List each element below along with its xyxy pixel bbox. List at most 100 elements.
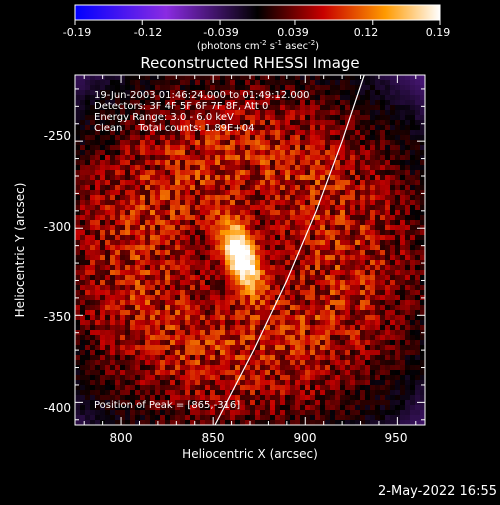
heatmap-cell <box>325 140 331 146</box>
heatmap-cell <box>290 285 296 291</box>
heatmap-cell <box>340 235 346 241</box>
heatmap-cell <box>85 225 91 231</box>
heatmap-cell <box>385 390 391 396</box>
heatmap-cell <box>250 305 256 311</box>
heatmap-cell <box>160 325 166 331</box>
heatmap-cell <box>110 190 116 196</box>
heatmap-cell <box>410 330 416 336</box>
heatmap-cell <box>160 230 166 236</box>
heatmap-cell <box>135 220 141 226</box>
heatmap-cell <box>400 215 406 221</box>
heatmap-cell <box>250 175 256 181</box>
heatmap-cell <box>135 345 141 351</box>
heatmap-cell <box>200 380 206 386</box>
heatmap-cell <box>285 300 291 306</box>
heatmap-cell <box>110 200 116 206</box>
heatmap-cell <box>340 230 346 236</box>
heatmap-cell <box>90 230 96 236</box>
heatmap-cell <box>300 195 306 201</box>
heatmap-cell <box>170 280 176 286</box>
heatmap-cell <box>280 295 286 301</box>
heatmap-cell <box>110 220 116 226</box>
heatmap-cell <box>155 370 161 376</box>
heatmap-cell <box>390 155 396 161</box>
heatmap-cell <box>315 80 321 86</box>
heatmap-cell <box>205 345 211 351</box>
heatmap-cell <box>90 265 96 271</box>
heatmap-cell <box>340 150 346 156</box>
heatmap-cell <box>130 180 136 186</box>
heatmap-cell <box>400 280 406 286</box>
heatmap-cell <box>360 210 366 216</box>
heatmap-cell <box>130 150 136 156</box>
heatmap-cell <box>285 350 291 356</box>
heatmap-cell <box>385 220 391 226</box>
heatmap-cell <box>115 335 121 341</box>
heatmap-cell <box>320 295 326 301</box>
heatmap-cell <box>345 410 351 416</box>
heatmap-cell <box>175 415 181 421</box>
heatmap-cell <box>415 85 421 91</box>
heatmap-cell <box>375 360 381 366</box>
heatmap-cell <box>310 380 316 386</box>
heatmap-cell <box>85 75 91 81</box>
heatmap-cell <box>105 350 111 356</box>
heatmap-cell <box>385 310 391 316</box>
heatmap-cell <box>255 365 261 371</box>
heatmap-cell <box>300 220 306 226</box>
heatmap-cell <box>365 215 371 221</box>
heatmap-cell <box>340 340 346 346</box>
heatmap-cell <box>225 385 231 391</box>
heatmap-cell <box>185 315 191 321</box>
heatmap-cell <box>395 280 401 286</box>
heatmap-cell <box>410 205 416 211</box>
heatmap-cell <box>235 175 241 181</box>
heatmap-cell <box>180 300 186 306</box>
heatmap-cell <box>280 260 286 266</box>
heatmap-cell <box>390 315 396 321</box>
heatmap-cell <box>260 155 266 161</box>
heatmap-cell <box>385 330 391 336</box>
heatmap-cell <box>355 325 361 331</box>
heatmap-cell <box>385 190 391 196</box>
heatmap-cell <box>270 195 276 201</box>
heatmap-cell <box>240 145 246 151</box>
heatmap-cell <box>320 180 326 186</box>
heatmap-cell <box>125 280 131 286</box>
heatmap-cell <box>295 200 301 206</box>
heatmap-cell <box>185 220 191 226</box>
heatmap-cell <box>290 290 296 296</box>
heatmap-cell <box>310 235 316 241</box>
heatmap-cell <box>260 370 266 376</box>
annotation-clean-counts: Clean Total counts: 1.89E+04 <box>94 123 254 134</box>
heatmap-cell <box>370 180 376 186</box>
heatmap-cell <box>235 255 241 261</box>
heatmap-cell <box>335 115 341 121</box>
heatmap-cell <box>95 285 101 291</box>
heatmap-cell <box>210 200 216 206</box>
heatmap-cell <box>215 335 221 341</box>
heatmap-cell <box>380 100 386 106</box>
heatmap-cell <box>135 260 141 266</box>
heatmap-cell <box>100 295 106 301</box>
heatmap-cell <box>275 250 281 256</box>
heatmap-cell <box>315 410 321 416</box>
heatmap-cell <box>415 135 421 141</box>
heatmap-cell <box>365 350 371 356</box>
heatmap-cell <box>100 365 106 371</box>
heatmap-cell <box>255 275 261 281</box>
heatmap-cell <box>355 220 361 226</box>
heatmap-cell <box>300 375 306 381</box>
heatmap-cell <box>245 210 251 216</box>
heatmap-cell <box>270 265 276 271</box>
heatmap-cell <box>130 265 136 271</box>
heatmap-cell <box>390 145 396 151</box>
heatmap-cell <box>100 390 106 396</box>
heatmap-cell <box>215 170 221 176</box>
heatmap-cell <box>180 135 186 141</box>
heatmap-cell <box>220 350 226 356</box>
heatmap-cell <box>95 350 101 356</box>
heatmap-cell <box>350 300 356 306</box>
heatmap-cell <box>405 410 411 416</box>
heatmap-cell <box>300 75 306 81</box>
